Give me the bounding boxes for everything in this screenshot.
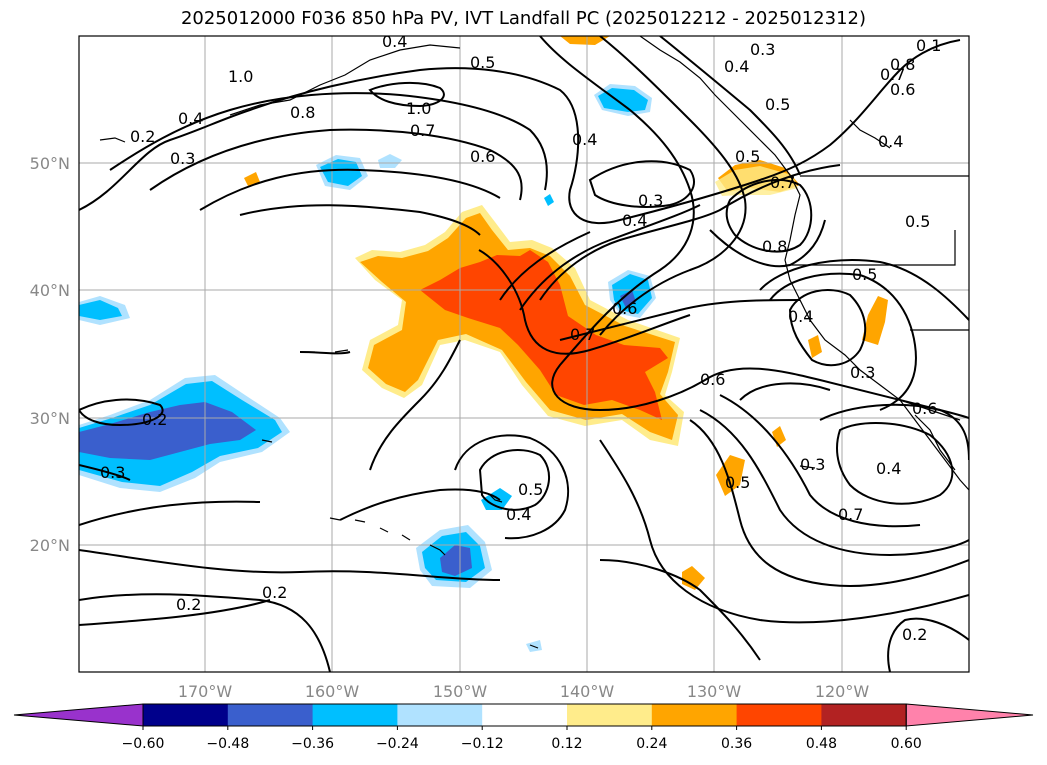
- contour-label: 0.2: [176, 595, 201, 614]
- contour-label: 0.5: [905, 212, 930, 231]
- contour-label: 0.5: [470, 53, 495, 72]
- lon-tick-label: 140°W: [560, 682, 615, 701]
- contour-label: 0.5: [852, 265, 877, 284]
- colorbar-segment: [312, 704, 398, 726]
- colorbar-frame: [142, 703, 907, 727]
- lon-tick-label: 160°W: [305, 682, 360, 701]
- lon-tick-label: 170°W: [178, 682, 233, 701]
- pv-contours: [79, 36, 969, 672]
- shaded-ivt: [79, 36, 888, 652]
- contour-label: 0.2: [902, 625, 927, 644]
- contour-label: 0.6: [470, 147, 495, 166]
- contour-label: 0.8: [762, 237, 787, 256]
- colorbar-segment: [143, 704, 229, 726]
- contour-label: 1.0: [406, 99, 431, 118]
- contour-label: 0.2: [130, 127, 155, 146]
- contour-label: 1.0: [228, 67, 253, 86]
- colorbar-extend-low: [13, 703, 144, 727]
- colorbar-segment: [736, 704, 822, 726]
- colorbar-tick-label: 0.24: [636, 736, 667, 752]
- contour-labels: 0.4 0.5 1.0 0.8 1.0 0.4 0.7 0.6 0.4 0.3 …: [100, 32, 941, 644]
- contour-label: 0.7: [838, 505, 863, 524]
- contour-label: 0.7: [770, 173, 795, 192]
- contour-label: 0.4: [788, 307, 813, 326]
- plot-area: [79, 36, 969, 672]
- contour-label: 0.3: [850, 363, 875, 382]
- colorbar-tick-label: −0.60: [122, 736, 165, 752]
- contour-label: 0.5: [765, 95, 790, 114]
- plot-frame: [78, 35, 970, 673]
- colorbar-segment: [227, 704, 314, 726]
- colorbar-tick-label: 0.60: [891, 736, 922, 752]
- lat-tick-label: 50°N: [30, 154, 70, 173]
- contour-label: 0.4: [878, 132, 903, 151]
- colorbar-segment: [821, 704, 907, 726]
- colorbar-tick-label: −0.36: [291, 736, 334, 752]
- colorbar-segment: [567, 704, 653, 726]
- contour-label: 0.2: [142, 410, 167, 429]
- contour-label: 0.7: [880, 65, 905, 84]
- contour-label: 0.3: [100, 463, 125, 482]
- contour-label: 0.4: [724, 57, 749, 76]
- colorbar-extend-high: [905, 703, 1034, 727]
- colorbar-tick-label: 0.12: [551, 736, 582, 752]
- contour-label: 0.6: [912, 399, 937, 418]
- positive-anomaly-plume-high: [420, 250, 668, 420]
- lat-tick-label: 40°N: [30, 281, 70, 300]
- coastlines: [99, 36, 969, 649]
- longitude-labels: 170°W 160°W 150°W 140°W 130°W 120°W: [178, 682, 870, 701]
- contour-label: 0.3: [638, 191, 663, 210]
- contour-label: 0.3: [800, 455, 825, 474]
- latitude-labels: 50°N 40°N 30°N 20°N: [30, 154, 70, 555]
- lat-tick-label: 20°N: [30, 536, 70, 555]
- contour-label: 0.3: [750, 40, 775, 59]
- colorbar: −0.60 −0.48 −0.36 −0.24 −0.12 0.12 0.24 0.36 0.4…: [13, 703, 1034, 752]
- contour-label: 0.4: [506, 505, 531, 524]
- contour-label: 0.3: [170, 149, 195, 168]
- colorbar-tick-label: −0.48: [206, 736, 249, 752]
- contour-label: 0.4: [382, 32, 407, 51]
- lon-tick-label: 150°W: [433, 682, 488, 701]
- contour-label: 0.4: [178, 109, 203, 128]
- lat-tick-label: 30°N: [30, 409, 70, 428]
- colorbar-tick-label: −0.12: [461, 736, 504, 752]
- contour-label: 0.6: [612, 299, 637, 318]
- contour-label: 0.5: [735, 147, 760, 166]
- colorbar-segment: [482, 704, 568, 726]
- contour-label: 0.7: [410, 121, 435, 140]
- contour-label: 0.4: [572, 130, 597, 149]
- contour-label: 0.4: [876, 459, 901, 478]
- contour-label: 0.4: [622, 211, 647, 230]
- colorbar-tick-label: −0.24: [376, 736, 419, 752]
- lon-tick-label: 130°W: [687, 682, 742, 701]
- colorbar-segment: [397, 704, 483, 726]
- colorbar-tick-label: 0.36: [721, 736, 752, 752]
- contour-label: 0.6: [700, 370, 725, 389]
- contour-label: 0.8: [890, 55, 915, 74]
- colorbar-segment: [651, 704, 738, 726]
- contour-label: 0.7: [570, 325, 595, 344]
- contour-label: 0.5: [725, 473, 750, 492]
- contour-label: 0.8: [290, 103, 315, 122]
- lon-tick-label: 120°W: [815, 682, 870, 701]
- contour-label: 0.1: [916, 36, 941, 55]
- map-title: 2025012000 F036 850 hPa PV, IVT Landfall…: [180, 8, 867, 29]
- contour-label: 0.6: [890, 80, 915, 99]
- colorbar-tick-label: 0.48: [806, 736, 837, 752]
- contour-label: 0.5: [518, 480, 543, 499]
- contour-label: 0.2: [262, 583, 287, 602]
